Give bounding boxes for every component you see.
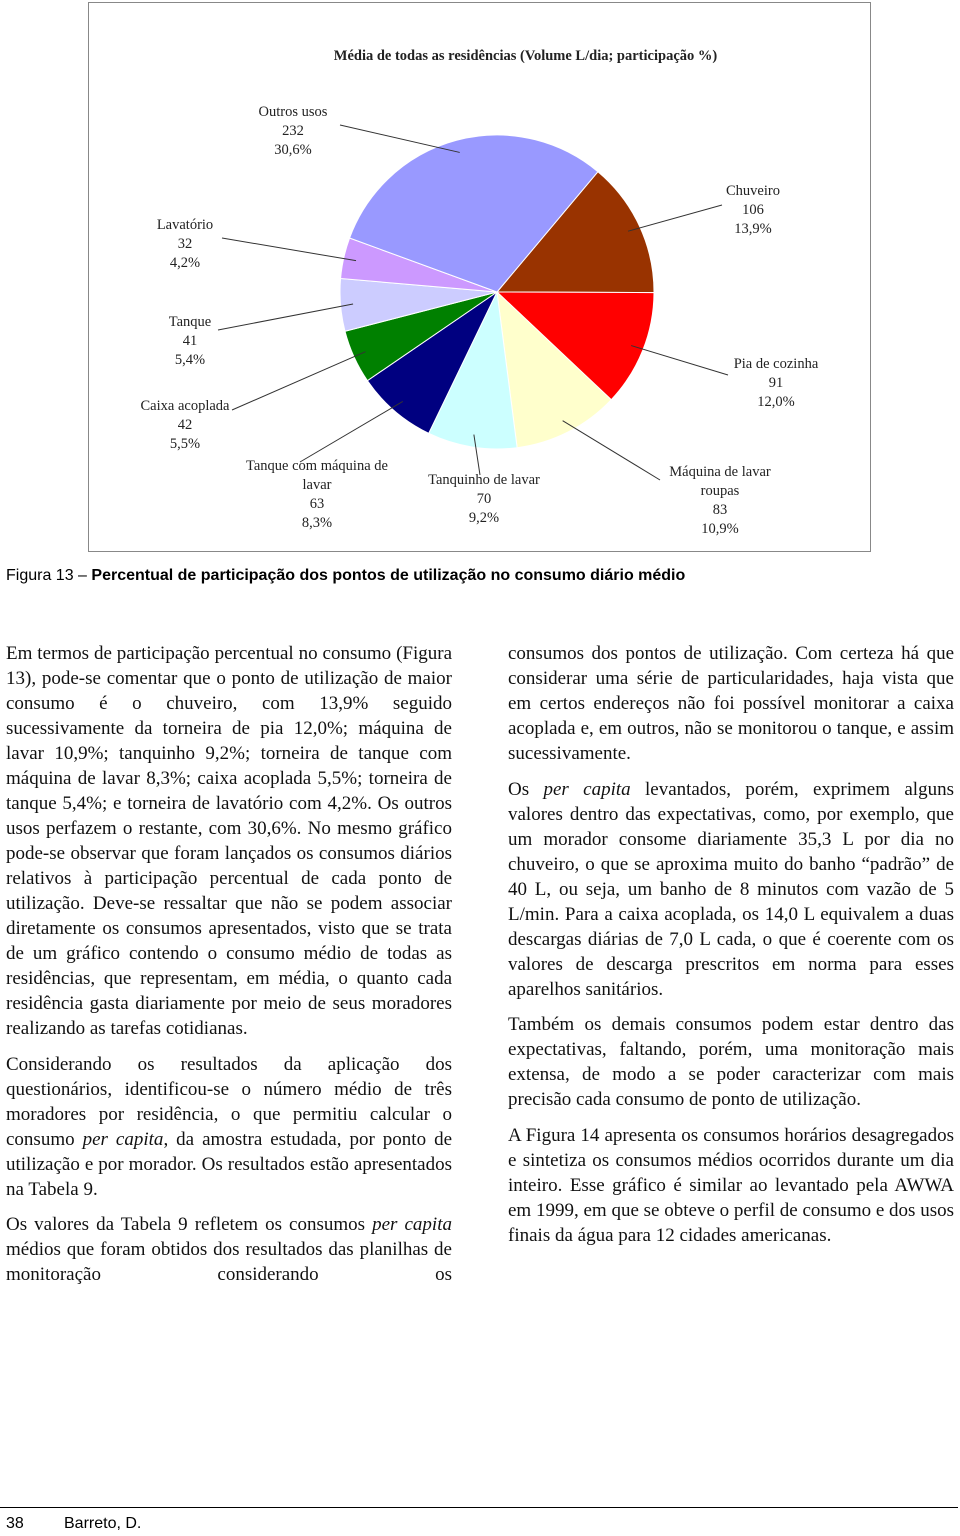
leader-line xyxy=(231,351,366,411)
leader-line xyxy=(630,345,729,376)
slice-value: 32 xyxy=(177,236,193,252)
slice-value: 63 xyxy=(309,496,325,512)
slice-share: 30,6% xyxy=(274,142,312,158)
slice-value: 106 xyxy=(742,202,764,218)
leader-line xyxy=(627,204,723,232)
text-run: Os xyxy=(508,778,544,800)
chart-frame xyxy=(88,2,871,552)
pie-slice xyxy=(495,291,655,401)
slice-share: 13,9% xyxy=(734,221,772,237)
slice-value: 83 xyxy=(712,502,728,518)
paragraph: Em termos de participação percentual no … xyxy=(6,641,452,1041)
paragraph: consumos dos pontos de utilização. Com c… xyxy=(508,641,954,766)
italic-run: per capita xyxy=(82,1128,164,1150)
slice-value: 70 xyxy=(476,491,492,507)
slice-label: Pia de cozinha 91 12,0% xyxy=(708,355,844,412)
slice-share: 4,2% xyxy=(169,255,201,271)
slice-name: Chuveiro xyxy=(726,183,780,199)
slice-name: Pia de cozinha xyxy=(733,356,819,372)
text-run: médios que foram obtidos dos resultados … xyxy=(6,1239,452,1285)
slice-value: 232 xyxy=(282,123,304,139)
leader-line xyxy=(217,303,354,331)
slice-label: Máquina de lavar roupas 83 10,9% xyxy=(650,463,790,539)
paragraph: Considerando os resultados da aplicação … xyxy=(6,1052,452,1202)
slice-share: 8,3% xyxy=(301,515,333,531)
pie-slice xyxy=(495,171,655,294)
chart-title: Média de todas as residências (Volume L/… xyxy=(333,48,718,64)
slice-label: Caixa acoplada 42 5,5% xyxy=(122,397,248,454)
slice-label: Chuveiro 106 13,9% xyxy=(700,182,806,239)
slice-name: Tanque com máquina de lavar xyxy=(246,458,388,493)
slice-share: 12,0% xyxy=(757,394,795,410)
slice-share: 10,9% xyxy=(701,521,739,537)
slice-name: Tanquinho de lavar xyxy=(428,472,540,488)
leader-line xyxy=(299,401,404,463)
text-run: Também os demais consumos podem estar de… xyxy=(508,1014,954,1110)
italic-run: per capita xyxy=(372,1214,452,1235)
text-run: , da amostra estudada, por ponto de util… xyxy=(6,1128,453,1200)
paragraph: Os valores da Tabela 9 refletem os consu… xyxy=(6,1212,452,1287)
leader-line xyxy=(473,434,481,476)
text-run: Em termos de participação percentual no … xyxy=(6,643,452,1039)
slice-label: Tanque 41 5,4% xyxy=(140,313,240,370)
leader-line xyxy=(339,124,460,153)
footer-author: Barreto, D. xyxy=(64,1515,142,1532)
slice-name: Máquina de lavar roupas xyxy=(669,464,771,499)
leader-line xyxy=(221,237,357,262)
text-run: Considerando os resultados da aplicação … xyxy=(6,1053,452,1150)
slice-share: 5,4% xyxy=(174,352,206,368)
slice-name: Caixa acoplada xyxy=(140,398,230,414)
pie-slice xyxy=(428,290,518,450)
text-run: levantados, porém, exprimem alguns valor… xyxy=(508,778,954,1000)
slice-value: 91 xyxy=(768,375,784,391)
chart xyxy=(217,124,729,481)
italic-run: per capita xyxy=(543,778,631,800)
leader-line xyxy=(562,420,661,481)
slice-name: Lavatório xyxy=(156,217,214,233)
slice-label: Tanque com máquina de lavar 63 8,3% xyxy=(235,457,399,533)
caption: Figura 13 – Percentual de participação d… xyxy=(6,567,685,585)
text-run: consumos dos pontos de utilização. Com c… xyxy=(508,643,954,764)
footer-rule xyxy=(0,1507,958,1508)
paragraph: Os per capita levantados, porém, exprime… xyxy=(508,777,954,1002)
slice-value: 41 xyxy=(182,333,198,349)
slice-share: 9,2% xyxy=(468,510,500,526)
pie-slice xyxy=(496,290,612,449)
page-number: 38 xyxy=(6,1515,24,1532)
paragraph: Também os demais consumos podem estar de… xyxy=(508,1012,954,1112)
caption-label: Figura 13 – xyxy=(6,567,87,584)
pie-slice xyxy=(348,134,599,293)
slice-share: 5,5% xyxy=(169,436,201,452)
caption-text: Percentual de participação dos pontos de… xyxy=(91,567,686,584)
left-column: Em termos de participação percentual no … xyxy=(6,641,452,1298)
right-column: consumos dos pontos de utilização. Com c… xyxy=(508,641,954,1258)
slice-value: 42 xyxy=(177,417,193,433)
slice-label: Lavatório 32 4,2% xyxy=(140,216,230,273)
slice-name: Tanque xyxy=(168,314,212,330)
slice-label: Outros usos 232 30,6% xyxy=(240,103,346,160)
slice-name: Outros usos xyxy=(258,104,328,120)
paragraph: A Figura 14 apresenta os consumos horári… xyxy=(508,1123,954,1248)
text-run: Os valores da Tabela 9 refletem os consu… xyxy=(6,1214,373,1235)
text-run: A Figura 14 apresenta os consumos horári… xyxy=(508,1124,954,1246)
slice-label: Tanquinho de lavar 70 9,2% xyxy=(405,471,563,528)
